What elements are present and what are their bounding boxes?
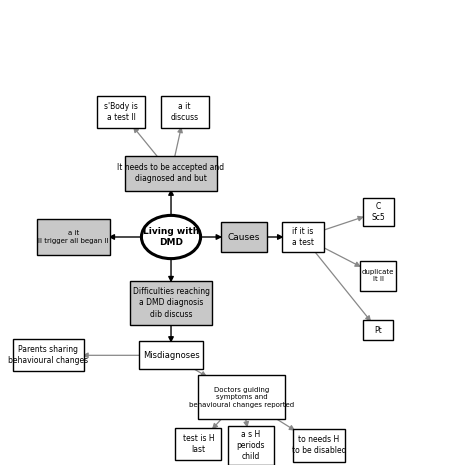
Text: Difficulties reaching
a DMD diagnosis
dib discuss: Difficulties reaching a DMD diagnosis di… — [133, 287, 210, 319]
FancyBboxPatch shape — [198, 375, 285, 419]
FancyBboxPatch shape — [97, 96, 145, 128]
Ellipse shape — [141, 215, 201, 259]
FancyBboxPatch shape — [221, 222, 267, 252]
Text: C
Sc5: C Sc5 — [371, 202, 385, 222]
FancyBboxPatch shape — [228, 426, 273, 465]
FancyBboxPatch shape — [363, 198, 393, 226]
FancyBboxPatch shape — [36, 219, 110, 255]
Text: a it
discuss: a it discuss — [171, 102, 199, 122]
FancyBboxPatch shape — [283, 222, 324, 252]
FancyBboxPatch shape — [125, 156, 217, 191]
Text: Causes: Causes — [228, 233, 260, 241]
FancyBboxPatch shape — [360, 261, 396, 291]
FancyBboxPatch shape — [175, 428, 221, 460]
Text: test is H
last: test is H last — [182, 434, 214, 454]
Text: duplicate
It ll: duplicate It ll — [362, 269, 394, 283]
Text: It needs to be accepted and
diagnosed and but: It needs to be accepted and diagnosed an… — [118, 163, 225, 183]
FancyBboxPatch shape — [161, 96, 209, 128]
FancyBboxPatch shape — [363, 320, 393, 340]
Text: Living with
DMD: Living with DMD — [143, 227, 199, 247]
Text: Pt: Pt — [374, 326, 382, 335]
FancyBboxPatch shape — [130, 281, 212, 325]
Text: if it is
a test: if it is a test — [292, 227, 314, 247]
FancyBboxPatch shape — [13, 339, 83, 372]
Text: to needs H
to be disabled: to needs H to be disabled — [292, 435, 346, 456]
Text: Parents sharing
behavioural changes: Parents sharing behavioural changes — [8, 345, 88, 365]
Text: a s H
periods
child: a s H periods child — [237, 430, 265, 461]
FancyBboxPatch shape — [292, 429, 345, 462]
Text: s'Body is
a test ll: s'Body is a test ll — [104, 102, 138, 122]
FancyBboxPatch shape — [139, 341, 203, 369]
Text: Misdiagnoses: Misdiagnoses — [143, 351, 200, 360]
Text: Doctors guiding
symptoms and
behavioural changes reported: Doctors guiding symptoms and behavioural… — [189, 387, 294, 408]
Text: a it
ll trigger all began ll: a it ll trigger all began ll — [38, 230, 109, 244]
